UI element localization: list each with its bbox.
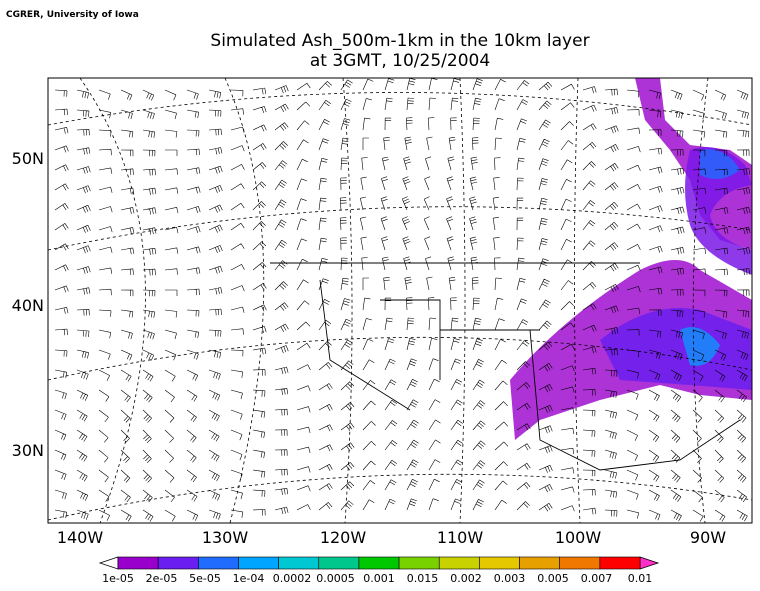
colorbar-label: 0.001 [363, 572, 395, 585]
colorbar-label: 0.007 [581, 572, 613, 585]
map [48, 78, 752, 523]
colorbar-label: 2e-05 [146, 572, 178, 585]
colorbar-box [278, 556, 320, 570]
colorbar-box [157, 556, 199, 570]
colorbar-box [519, 556, 560, 570]
colorbar-box [238, 556, 279, 570]
ash-plume [685, 147, 752, 275]
colorbar-box [358, 556, 400, 570]
wind-barbs [54, 78, 751, 522]
colorbar-box [438, 556, 480, 570]
colorbar: 1e-05 2e-05 5e-05 1e-04 0.0002 0.0005 0.001 0.0… [98, 556, 660, 585]
lon-label: 120W [320, 528, 367, 547]
colorbar-label: 1e-04 [233, 572, 265, 585]
lat-label: 40N [12, 296, 44, 315]
colorbar-box [398, 556, 440, 570]
ash-core [700, 149, 740, 179]
colorbar-label: 0.0005 [316, 572, 355, 585]
lon-label: 100W [555, 528, 602, 547]
lon-label: 130W [202, 528, 249, 547]
colorbar-label: 0.01 [628, 572, 653, 585]
colorbar-label: 1e-05 [102, 572, 134, 585]
colorbar-box [479, 556, 520, 570]
map-frame [47, 77, 753, 524]
ash-plume [600, 308, 752, 390]
colorbar-box [318, 556, 360, 570]
lon-label: 140W [57, 528, 104, 547]
colorbar-box [599, 556, 641, 570]
boundary [270, 262, 741, 471]
colorbar-label: 0.002 [450, 572, 482, 585]
title-line: at 3GMT, 10/25/2004 [310, 51, 490, 71]
meridian [79, 78, 709, 523]
colorbar-label: 5e-05 [189, 572, 221, 585]
lat-label: 30N [12, 441, 44, 460]
lon-label: 90W [690, 528, 726, 547]
colorbar-box [117, 556, 159, 570]
barbs [54, 78, 751, 522]
colorbar-label: 0.015 [407, 572, 439, 585]
colorbar-label: 0.0002 [273, 572, 312, 585]
lon-labels: 140W 130W 120W 110W 100W 90W [57, 528, 726, 547]
colorbar-box [198, 556, 239, 570]
lat-labels: 50N 40N 30N [12, 149, 44, 460]
title-line: Simulated Ash_500m-1km in the 10km layer [210, 31, 589, 51]
colorbar-box [559, 556, 601, 570]
ash-core [680, 327, 720, 366]
colorbar-label: 0.005 [537, 572, 569, 585]
lat-label: 50N [12, 149, 44, 168]
colorbar-label: 0.003 [494, 572, 526, 585]
lon-label: 110W [437, 528, 484, 547]
credit: CGRER, University of Iowa [6, 10, 139, 20]
parallel [48, 92, 752, 521]
